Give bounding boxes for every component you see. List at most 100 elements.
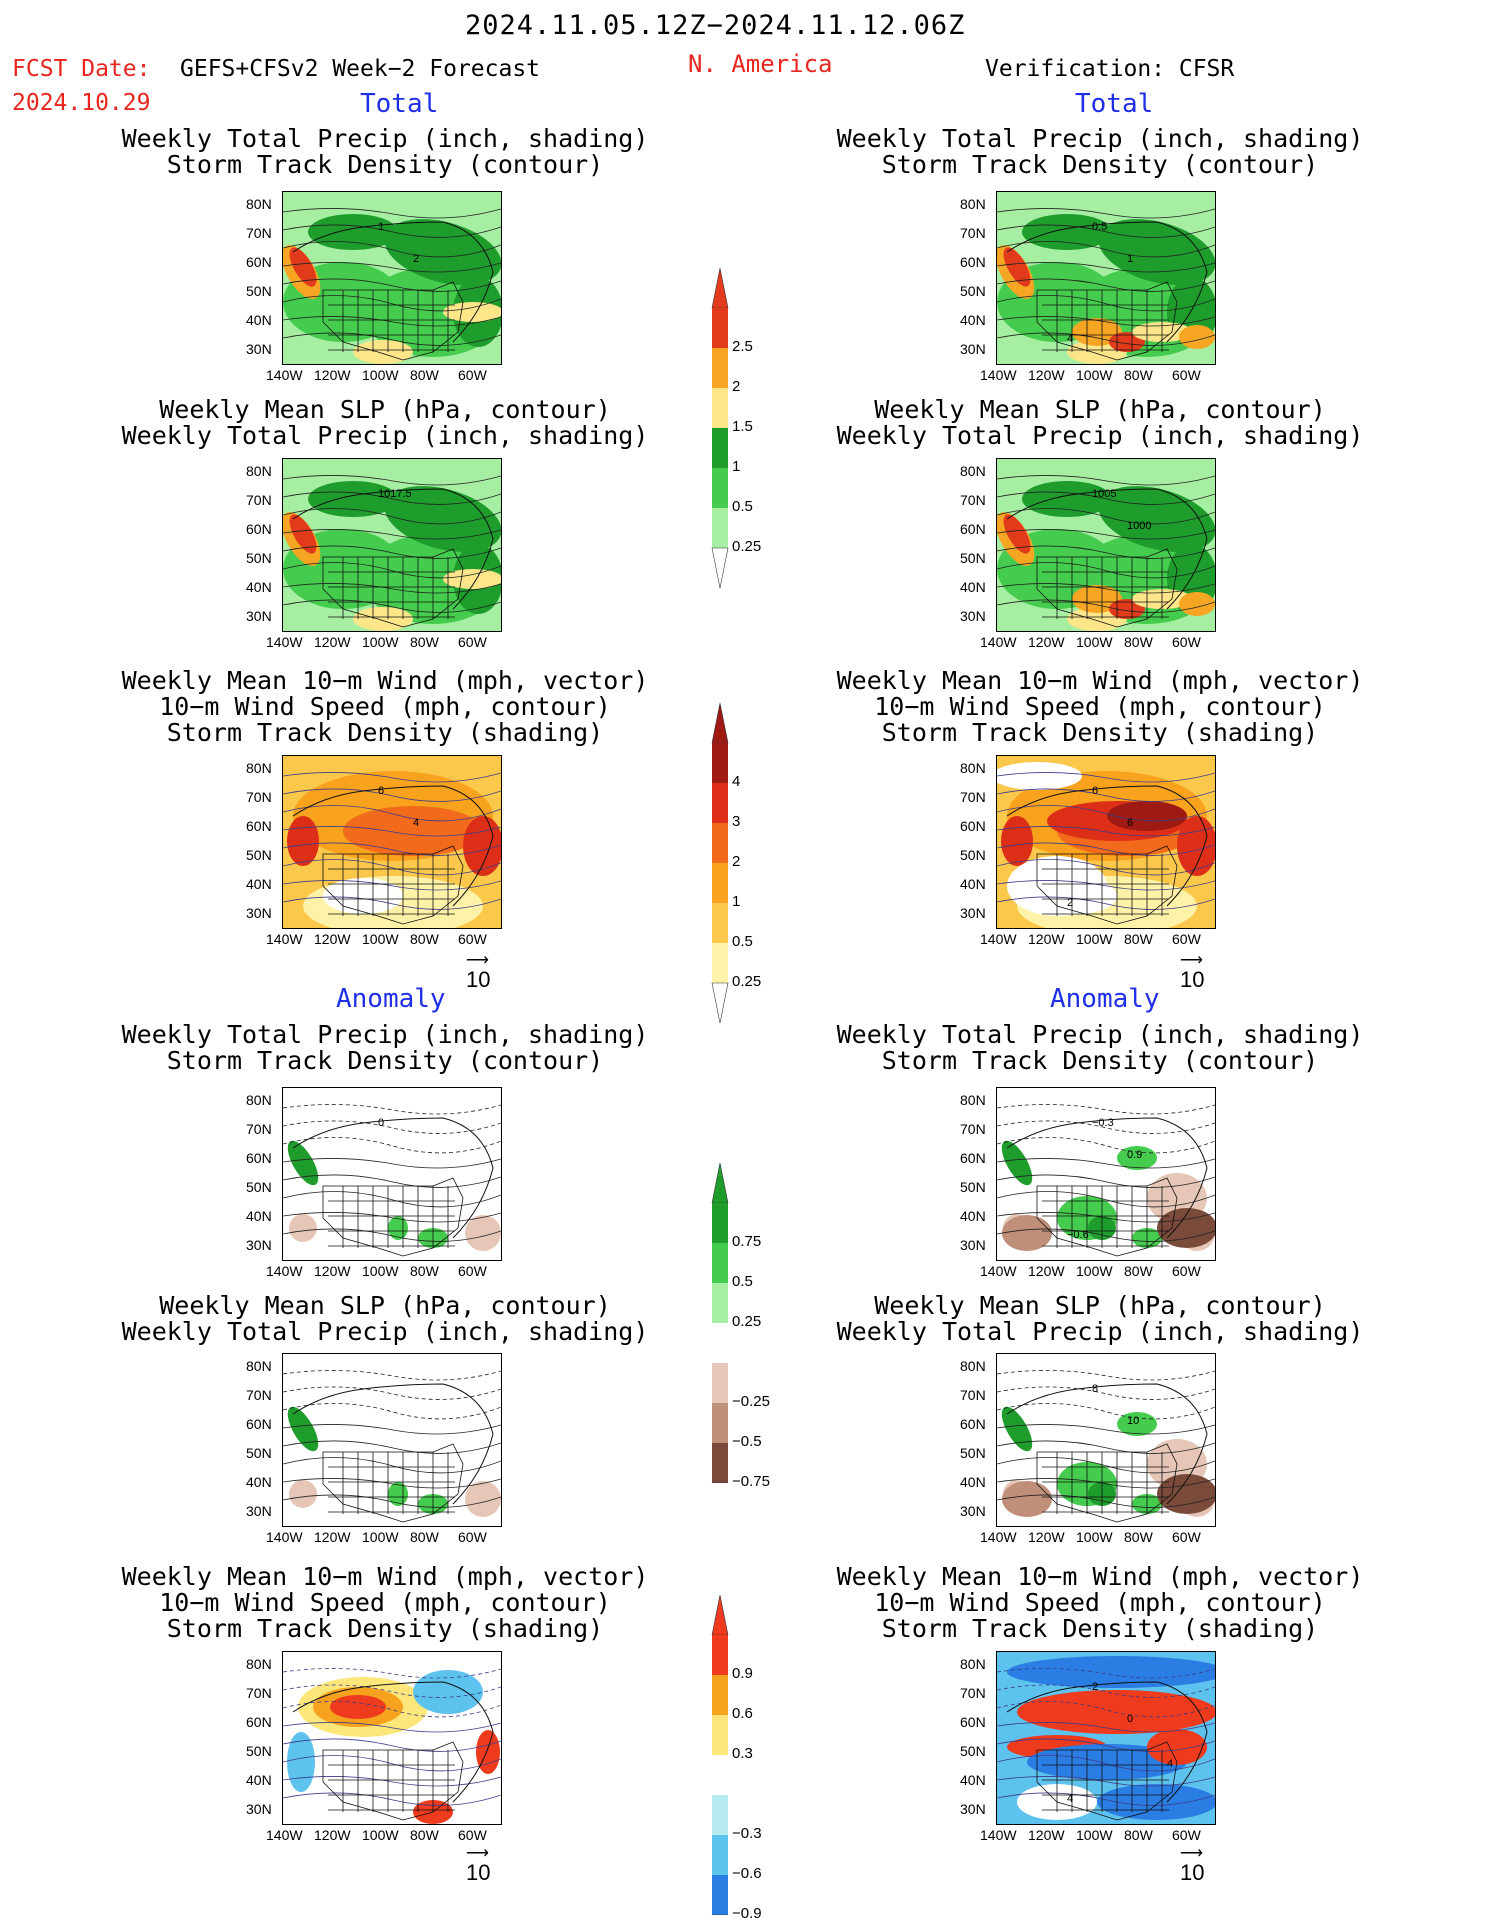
lat-tick-label: 40N bbox=[960, 312, 986, 328]
contour-line bbox=[283, 1457, 501, 1474]
vector-arrow-icon: ⟶ bbox=[466, 952, 489, 969]
panel-title: Weekly Mean 10−m Wind (mph, vector) 10−m … bbox=[105, 668, 665, 746]
panel-title: Weekly Total Precip (inch, shading) Storm… bbox=[820, 1022, 1380, 1074]
contour-value-label: 8 bbox=[1092, 1383, 1098, 1395]
state-borders bbox=[322, 1741, 464, 1821]
shade-blob bbox=[1002, 1215, 1052, 1251]
lon-tick-label: 120W bbox=[314, 634, 351, 650]
lon-tick-label: 60W bbox=[458, 1263, 487, 1279]
lat-tick-label: 30N bbox=[960, 905, 986, 921]
lon-tick-label: 100W bbox=[1076, 1263, 1113, 1279]
lat-tick-label: 80N bbox=[246, 196, 272, 212]
lat-tick-label: 50N bbox=[960, 1743, 986, 1759]
lat-tick-label: 30N bbox=[960, 1801, 986, 1817]
state-borders bbox=[1036, 548, 1178, 628]
contour-value-label: 4 bbox=[1067, 1793, 1073, 1805]
contour-line bbox=[283, 599, 501, 613]
contour-value-label: 4 bbox=[413, 817, 419, 829]
contour-line bbox=[283, 1174, 501, 1188]
panel-title-line: Weekly Total Precip (inch, shading) bbox=[121, 124, 649, 153]
contour-value-label: 1 bbox=[378, 221, 384, 233]
contour-value-label: 4 bbox=[1167, 1758, 1173, 1770]
colorbar-label: 0.9 bbox=[732, 1665, 753, 1682]
state-borders bbox=[322, 1443, 464, 1523]
vector-ref-3: ⟶ 10 bbox=[466, 1845, 491, 1886]
colorbar-label: 1.5 bbox=[732, 418, 753, 435]
shade-blob bbox=[308, 481, 398, 517]
lat-tick-label: 50N bbox=[246, 1743, 272, 1759]
colorbar-segment bbox=[712, 1795, 728, 1835]
lat-tick-label: 30N bbox=[960, 341, 986, 357]
lon-tick-label: 60W bbox=[1172, 634, 1201, 650]
contour-line bbox=[283, 529, 501, 540]
fcst-model: GEFS+CFSv2 Week−2 Forecast bbox=[180, 56, 541, 82]
contour-line bbox=[283, 1228, 501, 1242]
contour-value-label: 10 bbox=[1127, 1415, 1139, 1427]
coastline bbox=[1006, 785, 1208, 907]
lon-tick-label: 60W bbox=[458, 367, 487, 383]
lon-tick-label: 80W bbox=[410, 367, 439, 383]
lon-tick-label: 100W bbox=[1076, 931, 1113, 947]
lat-tick-label: 50N bbox=[246, 550, 272, 566]
contour-line bbox=[997, 262, 1215, 273]
panel-title-line: Weekly Mean SLP (hPa, contour) bbox=[159, 395, 611, 424]
contour-line bbox=[997, 1755, 1215, 1772]
lon-tick-label: 120W bbox=[314, 1263, 351, 1279]
lat-tick-label: 70N bbox=[246, 1121, 272, 1137]
contour-line bbox=[997, 1494, 1215, 1508]
colorbar-segment bbox=[712, 903, 728, 943]
shade-blob bbox=[1107, 801, 1187, 831]
lat-tick-label: 30N bbox=[246, 1801, 272, 1817]
colorbar-cap bbox=[711, 1163, 729, 1204]
lon-tick-label: 120W bbox=[314, 931, 351, 947]
colorbar-segment bbox=[712, 1875, 728, 1915]
colorbar-label: 2.5 bbox=[732, 338, 753, 355]
colorbar-label: −0.9 bbox=[732, 1905, 762, 1922]
shade-blob bbox=[1072, 585, 1122, 613]
lon-tick-label: 60W bbox=[1172, 367, 1201, 383]
lon-tick-label: 60W bbox=[458, 634, 487, 650]
colorbar-segment bbox=[712, 863, 728, 903]
lon-tick-label: 140W bbox=[266, 634, 303, 650]
lon-tick-label: 140W bbox=[980, 1529, 1017, 1545]
lat-tick-label: 50N bbox=[960, 847, 986, 863]
contour-line bbox=[283, 332, 501, 346]
contour-line bbox=[997, 842, 1215, 856]
map-panel: 0 bbox=[282, 1087, 502, 1261]
contour-line bbox=[283, 1722, 501, 1733]
lat-tick-label: 70N bbox=[960, 1685, 986, 1701]
vector-ref-1: ⟶ 10 bbox=[466, 952, 491, 993]
coastline bbox=[1006, 1117, 1208, 1239]
contour-line bbox=[283, 772, 501, 783]
lon-tick-label: 60W bbox=[1172, 1827, 1201, 1843]
lon-tick-label: 60W bbox=[458, 931, 487, 947]
lat-tick-label: 40N bbox=[246, 579, 272, 595]
lon-tick-label: 60W bbox=[1172, 931, 1201, 947]
lat-tick-label: 30N bbox=[960, 1237, 986, 1253]
panel-title: Weekly Mean SLP (hPa, contour) Weekly Tot… bbox=[820, 1293, 1380, 1345]
colorbar-storm_total bbox=[711, 703, 729, 1023]
lat-tick-label: 80N bbox=[246, 760, 272, 776]
contour-line bbox=[997, 1158, 1215, 1169]
lon-tick-label: 140W bbox=[980, 634, 1017, 650]
map-panel: 0.5 1 4 bbox=[996, 191, 1216, 365]
colorbar-segment bbox=[712, 1243, 728, 1283]
lat-tick-label: 50N bbox=[246, 847, 272, 863]
contour-line bbox=[997, 224, 1215, 238]
panel-title-line: Weekly Mean 10−m Wind (mph, vector) bbox=[121, 666, 649, 695]
verification-label: Verification: CFSR bbox=[985, 56, 1235, 82]
map-canvas bbox=[283, 1354, 501, 1526]
panel-title-line: Storm Track Density (contour) bbox=[166, 1046, 604, 1075]
coastline bbox=[1006, 1681, 1208, 1803]
contour-value-label: −0.3 bbox=[1092, 1117, 1114, 1129]
shade-blob bbox=[287, 816, 319, 866]
map-panel bbox=[282, 1353, 502, 1527]
lon-tick-label: 100W bbox=[362, 1827, 399, 1843]
colorbar-storm_anom bbox=[711, 1595, 729, 1915]
contour-line bbox=[283, 224, 501, 238]
coastline bbox=[1006, 488, 1208, 610]
lon-tick-label: 80W bbox=[410, 1263, 439, 1279]
colorbar-label: −0.6 bbox=[732, 1865, 762, 1882]
contour-value-label: 2 bbox=[1067, 897, 1073, 909]
